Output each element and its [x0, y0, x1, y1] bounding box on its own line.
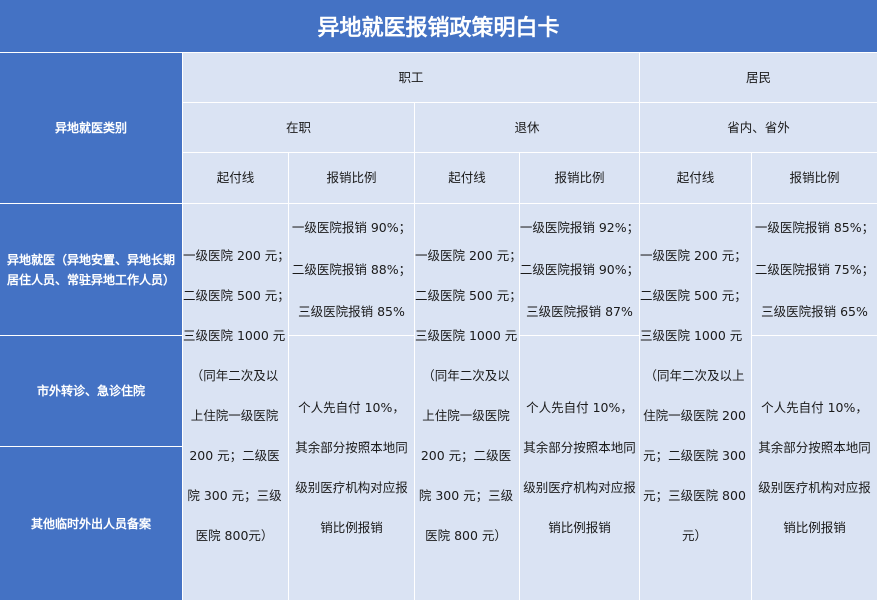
col-threshold-resident: 起付线 — [640, 153, 751, 203]
group-resident-header: 居民 — [640, 53, 877, 102]
threshold-line: 一级医院 200 元； — [640, 248, 747, 263]
ratio-line: 三级医院报销 87% — [526, 303, 633, 319]
threshold-note: （同年二次及以上住院一级医院 200 元；二级医院 300 元；三级医院 800… — [643, 368, 746, 543]
ratio-line: 二级医院报销 75%； — [754, 261, 875, 277]
col-threshold-active: 起付线 — [183, 153, 288, 203]
threshold-retired-cell: 一级医院 200 元； 二级医院 500 元； 三级医院 1000 元 （同年二… — [415, 204, 522, 600]
threshold-line: 二级医院 500 元； — [640, 288, 747, 303]
card-title: 异地就医报销政策明白卡 — [0, 0, 877, 52]
threshold-resident-cell: 一级医院 200 元； 二级医院 500 元； 三级医院 1000 元 （同年二… — [640, 204, 751, 600]
ratio-line: 二级医院报销 90%； — [519, 261, 640, 277]
ratio-line: 三级医院报销 65% — [761, 303, 868, 319]
category-header: 异地就医类别 — [0, 53, 182, 203]
sub-active-header: 在职 — [183, 103, 414, 152]
col-ratio-active: 报销比例 — [289, 153, 414, 203]
ratio-line: 一级医院报销 90%； — [291, 219, 412, 235]
threshold-line: 二级医院 500 元； — [183, 288, 290, 303]
threshold-line: 一级医院 200 元； — [183, 248, 290, 263]
ratio-active-cell: 一级医院报销 90%； 二级医院报销 88%； 三级医院报销 85% — [289, 204, 414, 335]
ratio-line: 一级医院报销 92%； — [519, 219, 640, 235]
self-pay-active: 个人先自付 10%，其余部分按照本地同级别医疗机构对应报销比例报销 — [289, 336, 414, 600]
threshold-active-cell: 一级医院 200 元； 二级医院 500 元； 三级医院 1000 元 （同年二… — [183, 204, 290, 600]
row-label-temporary-outgoing: 其他临时外出人员备案 — [0, 447, 182, 600]
threshold-line: 一级医院 200 元； — [415, 248, 522, 263]
col-ratio-resident: 报销比例 — [752, 153, 877, 203]
ratio-line: 一级医院报销 85%； — [754, 219, 875, 235]
threshold-note: （同年二次及以上住院一级医院 200 元；二级医院 300 元；三级医院 800… — [187, 368, 282, 543]
threshold-line: 三级医院 1000 元 — [183, 328, 286, 343]
threshold-line: 三级医院 1000 元 — [415, 328, 518, 343]
sub-retired-header: 退休 — [415, 103, 639, 152]
group-employee-header: 职工 — [183, 53, 639, 102]
ratio-resident-cell: 一级医院报销 85%； 二级医院报销 75%； 三级医院报销 65% — [752, 204, 877, 335]
self-pay-resident: 个人先自付 10%，其余部分按照本地同级别医疗机构对应报销比例报销 — [752, 336, 877, 600]
threshold-line: 二级医院 500 元； — [415, 288, 522, 303]
self-pay-retired: 个人先自付 10%，其余部分按照本地同级别医疗机构对应报销比例报销 — [520, 336, 639, 600]
threshold-note: （同年二次及以上住院一级医院 200 元；二级医院 300 元；三级医院 800… — [418, 368, 514, 543]
col-ratio-retired: 报销比例 — [520, 153, 639, 203]
col-threshold-retired: 起付线 — [415, 153, 519, 203]
ratio-retired-cell: 一级医院报销 92%； 二级医院报销 90%； 三级医院报销 87% — [520, 204, 639, 335]
ratio-line: 三级医院报销 85% — [298, 303, 405, 319]
row-label-referral-emergency: 市外转诊、急诊住院 — [0, 336, 182, 446]
sub-resident-header: 省内、省外 — [640, 103, 877, 152]
row-label-remote-resident: 异地就医（异地安置、异地长期居住人员、常驻异地工作人员） — [0, 204, 182, 335]
ratio-line: 二级医院报销 88%； — [291, 261, 412, 277]
threshold-line: 三级医院 1000 元 — [640, 328, 743, 343]
